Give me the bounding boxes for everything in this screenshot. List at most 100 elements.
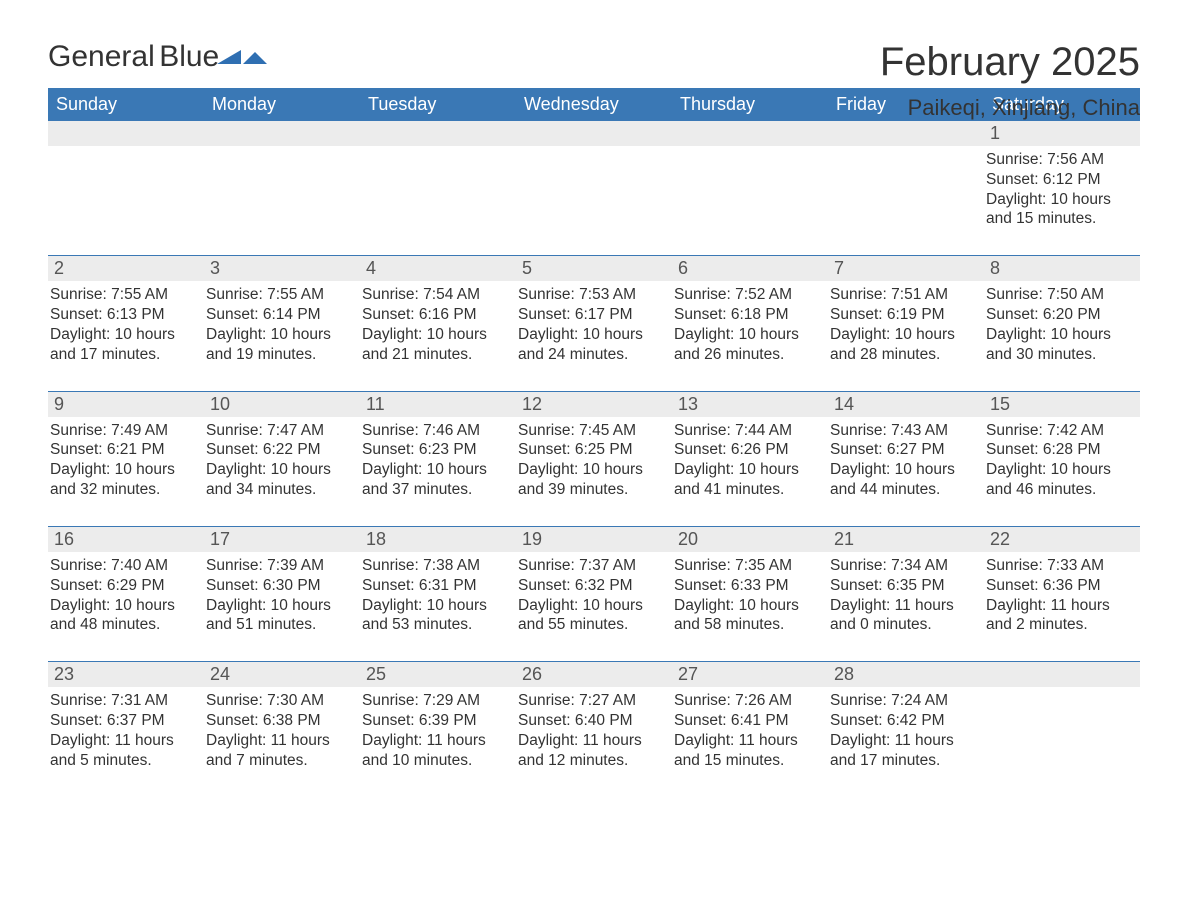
sunset-text: Sunset: 6:41 PM	[674, 711, 822, 731]
day-number-cell: 25	[360, 662, 516, 687]
sunrise-text: Sunrise: 7:56 AM	[986, 150, 1134, 170]
day-detail-cell: Sunrise: 7:37 AMSunset: 6:32 PMDaylight:…	[516, 552, 672, 661]
daylight-text: Daylight: 11 hours and 2 minutes.	[986, 596, 1134, 636]
day-detail-cell: Sunrise: 7:34 AMSunset: 6:35 PMDaylight:…	[828, 552, 984, 661]
sunrise-text: Sunrise: 7:24 AM	[830, 691, 978, 711]
day-detail-row: Sunrise: 7:55 AMSunset: 6:13 PMDaylight:…	[48, 281, 1140, 390]
col-monday: Monday	[204, 88, 360, 121]
day-number-cell: 1	[984, 121, 1140, 146]
month-title: February 2025	[880, 40, 1140, 85]
daylight-text: Daylight: 10 hours and 15 minutes.	[986, 190, 1134, 230]
day-number-cell: 23	[48, 662, 204, 687]
day-detail-cell: Sunrise: 7:54 AMSunset: 6:16 PMDaylight:…	[360, 281, 516, 390]
day-number-cell: 15	[984, 392, 1140, 417]
daylight-text: Daylight: 10 hours and 39 minutes.	[518, 460, 666, 500]
day-number-cell	[828, 121, 984, 146]
day-number-row: 232425262728	[48, 662, 1140, 687]
sunrise-text: Sunrise: 7:55 AM	[50, 285, 198, 305]
daylight-text: Daylight: 10 hours and 34 minutes.	[206, 460, 354, 500]
daylight-text: Daylight: 10 hours and 58 minutes.	[674, 596, 822, 636]
col-sunday: Sunday	[48, 88, 204, 121]
day-number-cell: 28	[828, 662, 984, 687]
sunrise-text: Sunrise: 7:42 AM	[986, 421, 1134, 441]
day-number-cell	[516, 121, 672, 146]
sunset-text: Sunset: 6:37 PM	[50, 711, 198, 731]
daylight-text: Daylight: 10 hours and 17 minutes.	[50, 325, 198, 365]
brand-word-blue: Blue	[159, 40, 219, 73]
sunrise-text: Sunrise: 7:45 AM	[518, 421, 666, 441]
daylight-text: Daylight: 11 hours and 12 minutes.	[518, 731, 666, 771]
sunrise-text: Sunrise: 7:50 AM	[986, 285, 1134, 305]
calendar-table: Sunday Monday Tuesday Wednesday Thursday…	[48, 88, 1140, 797]
day-detail-cell: Sunrise: 7:44 AMSunset: 6:26 PMDaylight:…	[672, 417, 828, 526]
sunset-text: Sunset: 6:36 PM	[986, 576, 1134, 596]
daylight-text: Daylight: 10 hours and 26 minutes.	[674, 325, 822, 365]
page-header: General Blue February 2025 Paikeqi, Xinj…	[48, 40, 1140, 76]
sunset-text: Sunset: 6:20 PM	[986, 305, 1134, 325]
day-number-cell: 18	[360, 527, 516, 552]
sunrise-text: Sunrise: 7:27 AM	[518, 691, 666, 711]
day-number-row: 1	[48, 121, 1140, 146]
day-detail-row: Sunrise: 7:40 AMSunset: 6:29 PMDaylight:…	[48, 552, 1140, 661]
sunset-text: Sunset: 6:31 PM	[362, 576, 510, 596]
sunrise-text: Sunrise: 7:47 AM	[206, 421, 354, 441]
daylight-text: Daylight: 10 hours and 32 minutes.	[50, 460, 198, 500]
daylight-text: Daylight: 10 hours and 24 minutes.	[518, 325, 666, 365]
day-number-cell: 6	[672, 256, 828, 281]
day-detail-cell: Sunrise: 7:30 AMSunset: 6:38 PMDaylight:…	[204, 687, 360, 796]
calendar-page: General Blue February 2025 Paikeqi, Xinj…	[0, 0, 1188, 837]
day-detail-cell: Sunrise: 7:50 AMSunset: 6:20 PMDaylight:…	[984, 281, 1140, 390]
sunset-text: Sunset: 6:32 PM	[518, 576, 666, 596]
daylight-text: Daylight: 10 hours and 30 minutes.	[986, 325, 1134, 365]
daylight-text: Daylight: 10 hours and 44 minutes.	[830, 460, 978, 500]
daylight-text: Daylight: 10 hours and 41 minutes.	[674, 460, 822, 500]
sunrise-text: Sunrise: 7:40 AM	[50, 556, 198, 576]
day-detail-cell: Sunrise: 7:40 AMSunset: 6:29 PMDaylight:…	[48, 552, 204, 661]
sunset-text: Sunset: 6:30 PM	[206, 576, 354, 596]
day-detail-cell: Sunrise: 7:55 AMSunset: 6:14 PMDaylight:…	[204, 281, 360, 390]
day-number-cell: 26	[516, 662, 672, 687]
brand-word-general: General	[48, 40, 155, 73]
sunset-text: Sunset: 6:17 PM	[518, 305, 666, 325]
sunset-text: Sunset: 6:42 PM	[830, 711, 978, 731]
day-number-cell	[360, 121, 516, 146]
day-detail-cell: Sunrise: 7:52 AMSunset: 6:18 PMDaylight:…	[672, 281, 828, 390]
sunrise-text: Sunrise: 7:49 AM	[50, 421, 198, 441]
day-number-cell: 24	[204, 662, 360, 687]
sunset-text: Sunset: 6:16 PM	[362, 305, 510, 325]
sunset-text: Sunset: 6:12 PM	[986, 170, 1134, 190]
col-thursday: Thursday	[672, 88, 828, 121]
daylight-text: Daylight: 10 hours and 46 minutes.	[986, 460, 1134, 500]
day-detail-cell: Sunrise: 7:43 AMSunset: 6:27 PMDaylight:…	[828, 417, 984, 526]
day-number-cell: 20	[672, 527, 828, 552]
daylight-text: Daylight: 11 hours and 17 minutes.	[830, 731, 978, 771]
day-detail-cell: Sunrise: 7:29 AMSunset: 6:39 PMDaylight:…	[360, 687, 516, 796]
sunset-text: Sunset: 6:13 PM	[50, 305, 198, 325]
sunrise-text: Sunrise: 7:39 AM	[206, 556, 354, 576]
day-number-cell: 14	[828, 392, 984, 417]
day-detail-cell	[48, 146, 204, 255]
day-detail-cell	[516, 146, 672, 255]
day-detail-cell: Sunrise: 7:27 AMSunset: 6:40 PMDaylight:…	[516, 687, 672, 796]
sunset-text: Sunset: 6:40 PM	[518, 711, 666, 731]
sunset-text: Sunset: 6:14 PM	[206, 305, 354, 325]
location-subtitle: Paikeqi, Xinjiang, China	[880, 95, 1140, 121]
day-detail-cell: Sunrise: 7:46 AMSunset: 6:23 PMDaylight:…	[360, 417, 516, 526]
day-number-cell: 12	[516, 392, 672, 417]
sunset-text: Sunset: 6:33 PM	[674, 576, 822, 596]
day-detail-cell: Sunrise: 7:56 AMSunset: 6:12 PMDaylight:…	[984, 146, 1140, 255]
day-detail-cell: Sunrise: 7:33 AMSunset: 6:36 PMDaylight:…	[984, 552, 1140, 661]
day-number-row: 16171819202122	[48, 527, 1140, 552]
col-tuesday: Tuesday	[360, 88, 516, 121]
day-detail-cell	[984, 687, 1140, 796]
sunrise-text: Sunrise: 7:38 AM	[362, 556, 510, 576]
day-number-row: 2345678	[48, 256, 1140, 281]
day-number-cell: 4	[360, 256, 516, 281]
day-detail-cell: Sunrise: 7:47 AMSunset: 6:22 PMDaylight:…	[204, 417, 360, 526]
day-number-cell: 17	[204, 527, 360, 552]
day-detail-cell: Sunrise: 7:38 AMSunset: 6:31 PMDaylight:…	[360, 552, 516, 661]
sunrise-text: Sunrise: 7:26 AM	[674, 691, 822, 711]
sunset-text: Sunset: 6:39 PM	[362, 711, 510, 731]
day-detail-cell: Sunrise: 7:26 AMSunset: 6:41 PMDaylight:…	[672, 687, 828, 796]
day-number-cell: 10	[204, 392, 360, 417]
